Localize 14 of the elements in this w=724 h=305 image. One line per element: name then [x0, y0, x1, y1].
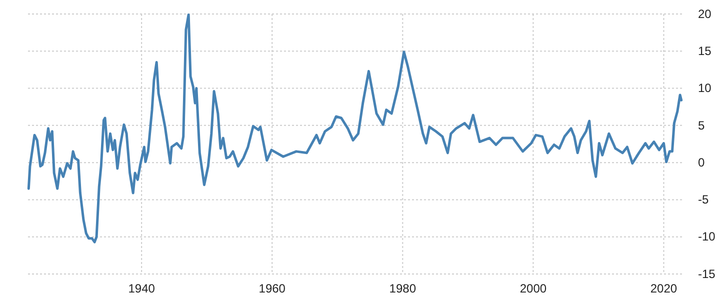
y-tick-label: -5 [698, 192, 709, 207]
y-tick-label: 20 [698, 6, 712, 21]
y-tick-label: 0 [698, 155, 705, 170]
y-tick-label: 15 [698, 44, 712, 58]
y-tick-label: -15 [698, 266, 716, 281]
y-tick-label: -10 [698, 230, 716, 244]
x-tick-label: 1960 [258, 282, 286, 296]
x-tick-label: 2020 [650, 282, 678, 296]
y-tick-label: 5 [698, 118, 705, 132]
line-series [27, 13, 683, 244]
x-tick-label: 1980 [389, 282, 416, 296]
x-tick-label: 1940 [128, 282, 156, 296]
x-tick-label: 2000 [520, 282, 547, 296]
y-tick-label: 10 [698, 81, 712, 96]
